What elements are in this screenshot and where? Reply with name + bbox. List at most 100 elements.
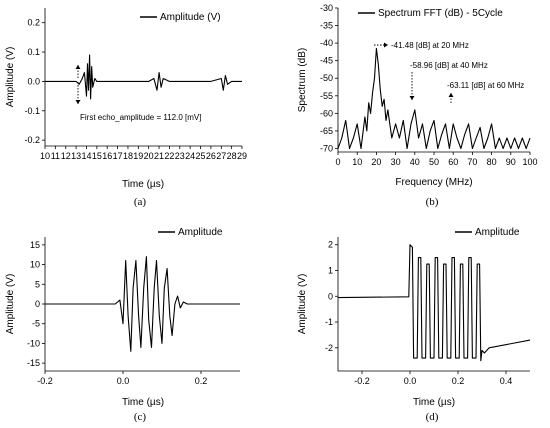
y-tick-label: 0.1 [27, 47, 40, 57]
y-tick-label: -55 [320, 91, 333, 101]
x-tick-label: 30 [391, 157, 401, 167]
panel-caption: (c) [134, 411, 147, 423]
y-tick-label: 0.0 [27, 76, 40, 86]
arrow-head [75, 100, 81, 104]
y-axis-label: Spectrum (dB) [297, 48, 308, 112]
x-tick-label: 26 [206, 151, 216, 161]
arrow-head [75, 65, 81, 69]
y-axis-label: Amplitude (V) [5, 274, 16, 335]
x-tick-label: 23 [175, 151, 185, 161]
series-line [45, 54, 242, 100]
y-tick-label: -35 [320, 21, 333, 31]
x-tick-label: -0.2 [37, 376, 53, 386]
x-tick-label: 24 [185, 151, 195, 161]
x-tick-label: -0.2 [354, 376, 370, 386]
y-tick-label: 10 [30, 260, 40, 270]
panel-caption: (b) [426, 196, 439, 208]
x-tick-label: 0.4 [500, 376, 513, 386]
x-tick-label: 20 [371, 157, 381, 167]
x-tick-label: 10 [352, 157, 362, 167]
x-tick-label: 20 [144, 151, 154, 161]
x-tick-label: 0.2 [195, 376, 208, 386]
y-tick-label: -10 [27, 338, 40, 348]
panel-b-annotations: -41.48 [dB] at 20 MHz -58.96 [dB] at 40 M… [374, 41, 524, 103]
panel-a: 10 11 12 13 14 15 16 17 18 19 20 21 22 23 24 25 26 27 28 29… [5, 8, 247, 208]
x-tick-label: 22 [164, 151, 174, 161]
y-tick-label: -45 [320, 56, 333, 66]
y-tick-label: 2 [328, 240, 333, 250]
x-tick-label: 11 [51, 151, 60, 161]
y-axis-label: Amplitude (V) [5, 47, 16, 108]
panel-caption: (a) [134, 196, 147, 208]
arrow-head [448, 93, 454, 97]
x-tick-label: 0.2 [452, 376, 465, 386]
y-tick-label: -5 [32, 319, 40, 329]
y-tick-label: -15 [27, 358, 40, 368]
y-tick-label: -2 [325, 343, 333, 353]
panel-c: -0.2 0.0 0.2 15 10 5 0 -5 -10 -15 Time (µs) Amplitu… [5, 227, 240, 423]
legend-label: Amplitude [178, 227, 223, 238]
panel-a-annotations: First echo_amplitude = 112.0 [mV] [75, 65, 201, 122]
x-tick-label: 17 [113, 151, 123, 161]
y-tick-label: 1 [328, 266, 333, 276]
x-tick-label: 16 [102, 151, 112, 161]
x-tick-label: 100 [522, 157, 537, 167]
y-tick-label: -70 [320, 143, 333, 153]
legend-label: Amplitude [475, 227, 520, 238]
x-tick-label: 28 [227, 151, 237, 161]
x-tick-label: 25 [196, 151, 206, 161]
x-tick-label: 0.0 [404, 376, 417, 386]
x-tick-label: 0.0 [117, 376, 130, 386]
x-tick-label: 21 [154, 151, 164, 161]
panel-caption: (d) [426, 411, 439, 423]
panel-b: 0 10 20 30 40 50 60 70 80 90 100 -30 -35 -40 -45 -50 -55… [297, 3, 538, 208]
y-tick-label: -65 [320, 126, 333, 136]
y-tick-label: 15 [30, 240, 40, 250]
y-tick-label: -40 [320, 38, 333, 48]
peak-60mhz-note: -63.11 [dB] at 60 MHz [447, 81, 524, 90]
x-tick-label: 27 [216, 151, 226, 161]
arrow-head [409, 96, 415, 100]
x-tick-label: 15 [92, 151, 102, 161]
x-axis-label: Time (µs) [413, 397, 455, 408]
echo-amplitude-note: First echo_amplitude = 112.0 [mV] [80, 113, 201, 122]
x-tick-label: 90 [506, 157, 516, 167]
y-tick-label: -1 [325, 317, 333, 327]
axes-frame [44, 8, 242, 147]
y-tick-label: -30 [320, 3, 333, 13]
legend-label: Spectrum FFT (dB) - 5Cycle [378, 8, 503, 19]
x-tick-label: 10 [40, 151, 50, 161]
x-tick-label: 12 [61, 151, 71, 161]
legend-label: Amplitude (V) [160, 12, 221, 23]
arrow-head [384, 42, 388, 48]
peak-40mhz-note: -58.96 [dB] at 40 MHz [410, 61, 488, 70]
x-axis-label: Frequency (MHz) [395, 177, 472, 188]
x-tick-label: 80 [487, 157, 497, 167]
y-tick-label: -50 [320, 73, 333, 83]
x-axis-label: Time (µs) [122, 397, 164, 408]
x-tick-label: 50 [429, 157, 439, 167]
series-line [337, 47, 531, 150]
axes-frame [337, 237, 530, 372]
series-line [337, 244, 531, 362]
peak-20mhz-note: -41.48 [dB] at 20 MHz [391, 41, 469, 50]
x-tick-label: 40 [410, 157, 420, 167]
y-tick-label: -60 [320, 108, 333, 118]
y-tick-label: 5 [35, 279, 40, 289]
y-tick-label: 0 [35, 299, 40, 309]
y-tick-label: 0.2 [27, 18, 40, 28]
x-tick-label: 0 [335, 157, 340, 167]
y-axis-label: Amplitude (V) [297, 274, 308, 335]
x-tick-label: 19 [133, 151, 143, 161]
y-tick-label: -0.2 [24, 135, 40, 145]
series-line [45, 256, 240, 352]
y-tick-label: -0.1 [24, 106, 40, 116]
x-tick-label: 60 [448, 157, 458, 167]
x-tick-label: 29 [237, 151, 247, 161]
x-tick-label: 18 [123, 151, 133, 161]
x-tick-label: 70 [467, 157, 477, 167]
x-tick-label: 13 [71, 151, 81, 161]
x-tick-label: 14 [81, 151, 91, 161]
x-axis-label: Time (µs) [122, 179, 164, 190]
